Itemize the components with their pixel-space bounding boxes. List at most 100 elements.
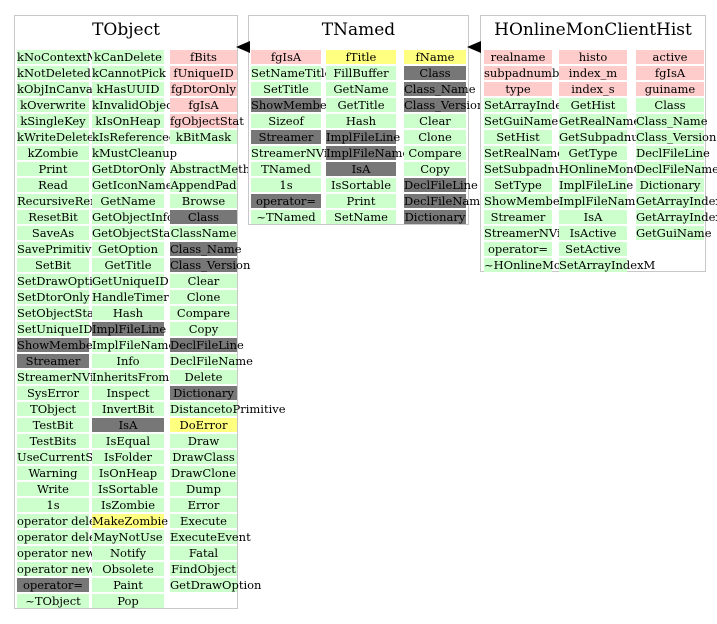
member-cell: operator= xyxy=(484,242,552,256)
class-box-tnamed: fgIsA SetNameTitle SetTitle ShowMembers Size… xyxy=(248,44,487,225)
member-cell: 1s xyxy=(251,178,321,192)
member-cell: TestBits xyxy=(17,434,89,448)
member-cell: Fatal xyxy=(170,546,237,560)
member-cell: AbstractMethod xyxy=(170,162,265,176)
member-cell: GetDtorOnly xyxy=(92,162,166,176)
member-cell: Class_Name xyxy=(170,242,242,256)
member-cell: SetType xyxy=(484,178,552,192)
member-cell: Sizeof xyxy=(251,114,321,128)
member-cell: GetDrawOption xyxy=(170,578,262,592)
member-cell: Streamer xyxy=(484,210,552,224)
member-cell: SetDtorOnly xyxy=(17,290,90,304)
member-cell: MayNotUse xyxy=(92,530,164,544)
member-cell: realname xyxy=(484,50,552,64)
member-cell: kNotDeleted xyxy=(17,66,91,80)
member-cell: fTitle xyxy=(326,50,396,64)
member-cell: IsSortable xyxy=(92,482,164,496)
member-cell: fgIsA xyxy=(636,66,704,80)
member-cell: fgObjectStat xyxy=(170,114,244,128)
member-cell: Streamer xyxy=(251,130,321,144)
member-cell: GetTitle xyxy=(92,258,164,272)
member-cell: Streamer xyxy=(17,354,89,368)
class-title-tobject: TObject xyxy=(14,15,238,45)
member-cell: TestBit xyxy=(17,418,89,432)
member-cell: Class_Name xyxy=(404,82,476,96)
member-cell: ~TObject xyxy=(17,594,89,608)
member-cell: IsActive xyxy=(559,226,627,240)
member-cell: GetArrayIndexM xyxy=(636,194,717,208)
member-cell: ClassName xyxy=(170,226,237,240)
member-cell: ResetBit xyxy=(17,210,89,224)
member-cell: fgIsA xyxy=(170,98,237,112)
member-cell: Error xyxy=(170,498,237,512)
member-cell: MakeZombie xyxy=(92,514,169,528)
member-cell: GetHist xyxy=(559,98,627,112)
member-cell: DeclFileLine xyxy=(170,338,244,352)
member-cell: fName xyxy=(404,50,466,64)
member-cell: GetObjectInfo xyxy=(92,210,174,224)
member-cell: Execute xyxy=(170,514,237,528)
member-cell: 1s xyxy=(17,498,89,512)
member-cell: FillBuffer xyxy=(326,66,396,80)
member-cell: IsOnHeap xyxy=(92,466,164,480)
member-cell: ImplFileName xyxy=(559,194,643,208)
member-cell: HOnlineMonClientHist xyxy=(559,162,693,176)
member-cell: kZombie xyxy=(17,146,89,160)
member-cell: operator new xyxy=(17,546,96,560)
member-cell: StreamerNVirtual xyxy=(251,146,356,160)
member-cell: operator new[] xyxy=(17,562,105,576)
class-box-tobject: kNoContextMenu kNotDeleted kObjInCanvas kOv… xyxy=(14,44,286,609)
member-cell: guiname xyxy=(636,82,704,96)
member-cell: InheritsFrom xyxy=(92,370,170,384)
member-cell: ~TNamed xyxy=(251,210,321,224)
member-cell: DistancetoPrimitive xyxy=(170,402,286,416)
member-cell: fgIsA xyxy=(251,50,321,64)
member-cell: Compare xyxy=(170,306,237,320)
member-cell: DoError xyxy=(170,418,237,432)
member-cell: Inspect xyxy=(92,386,164,400)
member-cell: StreamerNVirtual xyxy=(484,226,589,240)
member-cell: SetArrayIndexM xyxy=(559,258,656,272)
member-cell: IsEqual xyxy=(92,434,164,448)
member-cell: ImplFileName xyxy=(326,146,410,160)
member-cell: kCannotPick xyxy=(92,66,166,80)
member-cell: kMustCleanup xyxy=(92,146,177,160)
member-cell: DrawClass xyxy=(170,450,237,464)
member-cell: DeclFileName xyxy=(170,354,253,368)
member-cell: SetUniqueID xyxy=(17,322,93,336)
member-cell: Hash xyxy=(92,306,164,320)
member-cell: SaveAs xyxy=(17,226,89,240)
member-cell: fUniqueID xyxy=(170,66,237,80)
member-cell: GetOption xyxy=(92,242,164,256)
member-cell: kNoContextMenu xyxy=(17,50,121,64)
member-cell: Hash xyxy=(326,114,396,128)
member-cell: histo xyxy=(559,50,627,64)
member-cell: subpadnumber xyxy=(484,66,572,80)
member-cell: StreamerNVirtual xyxy=(17,370,122,384)
member-cell: GetName xyxy=(326,82,396,96)
member-cell: kIsReferenced xyxy=(92,130,177,144)
member-cell: GetObjectStat xyxy=(92,226,175,240)
member-cell: Dictionary xyxy=(636,178,704,192)
empty-cell xyxy=(170,146,237,160)
member-cell: Clear xyxy=(170,274,237,288)
member-cell: kIsOnHeap xyxy=(92,114,164,128)
member-cell: HandleTimer xyxy=(92,290,169,304)
member-cell: GetRealName xyxy=(559,114,641,128)
member-cell: ExecuteEvent xyxy=(170,530,251,544)
member-cell: Browse xyxy=(170,194,237,208)
member-cell: SetObjectStat xyxy=(17,306,99,320)
member-cell: GetSubpadnumber xyxy=(559,130,670,144)
member-cell: RecursiveRemove xyxy=(17,194,122,208)
member-cell: IsZombie xyxy=(92,498,164,512)
member-cell: Paint xyxy=(92,578,164,592)
member-cell: IsA xyxy=(559,210,627,224)
class-box-honlinemonclienthist: realname subpadnumber type SetArrayIndexS Se… xyxy=(480,44,717,272)
member-cell: Compare xyxy=(404,146,466,160)
member-cell: ShowMembers xyxy=(17,338,105,352)
member-cell: GetType xyxy=(559,146,627,160)
member-cell: SetArrayIndexS xyxy=(484,98,577,112)
member-cell: SetHist xyxy=(484,130,552,144)
member-cell: Class_Version xyxy=(636,130,717,144)
member-cell: Dictionary xyxy=(404,210,466,224)
